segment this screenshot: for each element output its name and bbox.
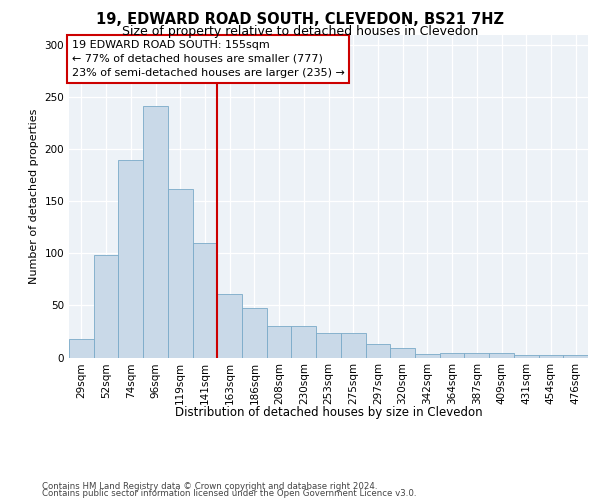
Bar <box>365 344 390 358</box>
Bar <box>292 326 316 358</box>
Bar <box>316 332 341 357</box>
Text: Distribution of detached houses by size in Clevedon: Distribution of detached houses by size … <box>175 406 482 419</box>
Bar <box>341 332 365 357</box>
Bar <box>563 356 588 358</box>
Text: Size of property relative to detached houses in Clevedon: Size of property relative to detached ho… <box>122 25 478 38</box>
Bar <box>267 326 292 358</box>
Bar <box>539 356 563 358</box>
Text: Contains public sector information licensed under the Open Government Licence v3: Contains public sector information licen… <box>42 489 416 498</box>
Bar <box>464 354 489 358</box>
Bar <box>168 189 193 358</box>
Bar <box>69 339 94 357</box>
Bar <box>415 354 440 358</box>
Bar <box>242 308 267 358</box>
Bar <box>390 348 415 358</box>
Bar <box>143 106 168 358</box>
Bar <box>193 243 217 358</box>
Text: Contains HM Land Registry data © Crown copyright and database right 2024.: Contains HM Land Registry data © Crown c… <box>42 482 377 491</box>
Text: 19, EDWARD ROAD SOUTH, CLEVEDON, BS21 7HZ: 19, EDWARD ROAD SOUTH, CLEVEDON, BS21 7H… <box>96 12 504 28</box>
Text: 19 EDWARD ROAD SOUTH: 155sqm
← 77% of detached houses are smaller (777)
23% of s: 19 EDWARD ROAD SOUTH: 155sqm ← 77% of de… <box>71 40 344 78</box>
Bar <box>217 294 242 358</box>
Bar <box>514 356 539 358</box>
Bar <box>94 254 118 358</box>
Bar <box>489 354 514 358</box>
Bar <box>118 160 143 358</box>
Y-axis label: Number of detached properties: Number of detached properties <box>29 108 39 284</box>
Bar <box>440 354 464 358</box>
